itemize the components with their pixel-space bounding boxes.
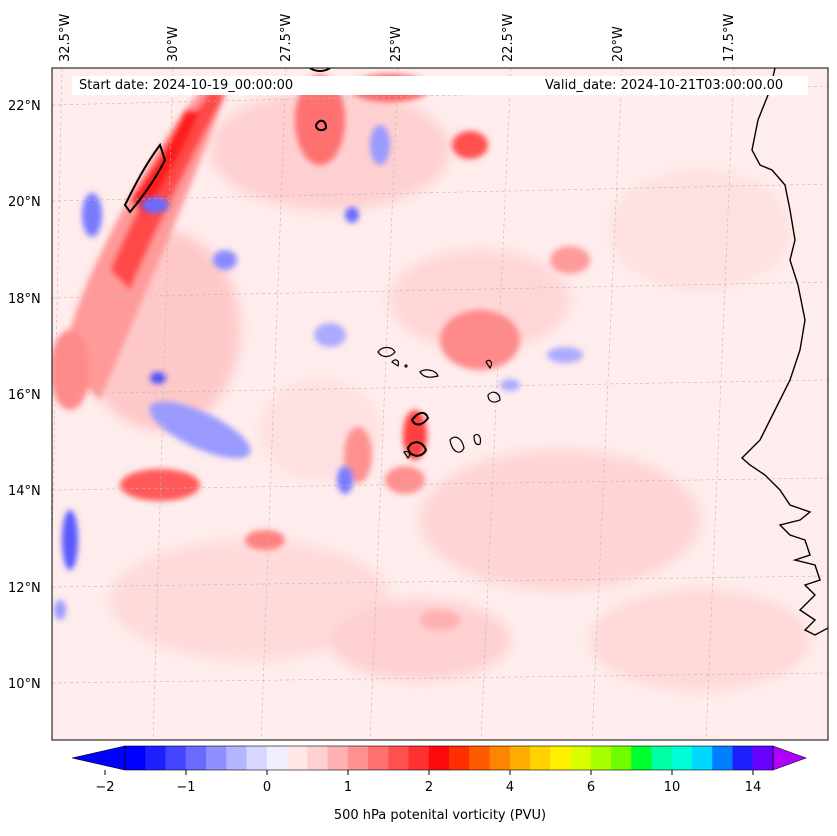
start-date-label: Start date: 2024-10-19_00:00:00: [79, 78, 294, 93]
colorbar-segment: [590, 746, 612, 770]
colorbar-segment: [347, 746, 369, 770]
lon-label: 22.5°W: [501, 14, 516, 62]
map-frame: [51, 67, 829, 741]
lat-label: 14°N: [8, 484, 41, 499]
lat-label: 12°N: [8, 581, 41, 596]
colorbar-extend-min: [71, 745, 126, 771]
colorbar-segment: [732, 746, 754, 770]
lon-label: 32.5°W: [58, 14, 73, 62]
colorbar-segment: [692, 746, 713, 770]
colorbar-frame: [124, 745, 774, 771]
colorbar: −2 −1 0 1 2 4 6 10 14: [71, 745, 807, 795]
cb-tick-label: 4: [506, 780, 514, 795]
colorbar-segment: [449, 746, 470, 770]
colorbar-segment: [206, 746, 227, 770]
colorbar-segment: [266, 746, 288, 770]
lon-label: 20°W: [611, 26, 626, 62]
colorbar-extend-max: [772, 745, 807, 771]
cb-tick-label: 2: [425, 780, 433, 795]
colorbar-segment: [408, 746, 430, 770]
colorbar-title: 500 hPa potenital vorticity (PVU): [333, 808, 547, 823]
colorbar-tick-labels: −2 −1 0 1 2 4 6 10 14: [95, 780, 761, 795]
africa-coastline: [740, 68, 828, 636]
colorbar-segment: [307, 746, 328, 770]
colorbar-ticks: [104, 770, 754, 775]
gridlines: [52, 68, 828, 740]
colorbar-segment: [226, 746, 247, 770]
valid-date-label: Valid_date: 2024-10-21T03:00:00.00: [545, 78, 784, 93]
lat-label: 18°N: [8, 292, 41, 307]
lon-label: 30°W: [166, 26, 181, 62]
colorbar-segment: [469, 746, 490, 770]
colorbar-segment: [327, 746, 349, 770]
lat-label: 10°N: [8, 677, 41, 692]
pv-negative-anomalies: [54, 125, 583, 620]
lat-label: 22°N: [8, 99, 41, 114]
lon-label: 25°W: [389, 26, 404, 62]
colorbar-segments: [125, 746, 774, 770]
lon-label: 17.5°W: [722, 14, 737, 62]
latitude-labels: 22°N 20°N 18°N 16°N 14°N 12°N 10°N: [8, 99, 41, 692]
cb-tick-label: −1: [176, 780, 195, 795]
colorbar-segment: [368, 746, 389, 770]
colorbar-segment: [145, 746, 166, 770]
lon-label: 27.5°W: [279, 14, 294, 62]
pv-light-patches: [80, 90, 810, 690]
colorbar-segment: [509, 746, 531, 770]
pv-positive-anomalies: [52, 74, 590, 630]
lat-label: 16°N: [8, 388, 41, 403]
cb-tick-label: 14: [745, 780, 762, 795]
cb-tick-label: 6: [587, 780, 595, 795]
colorbar-segment: [611, 746, 632, 770]
cb-tick-label: 10: [664, 780, 681, 795]
colorbar-segment: [428, 746, 450, 770]
colorbar-segment: [165, 746, 187, 770]
colorbar-segment: [185, 746, 207, 770]
colorbar-segment: [388, 746, 409, 770]
cb-tick-label: 1: [344, 780, 352, 795]
longitude-labels: 32.5°W 30°W 27.5°W 25°W 22.5°W 20°W 17.5…: [58, 14, 737, 62]
cb-tick-label: −2: [95, 780, 114, 795]
colorbar-segment: [671, 746, 693, 770]
colorbar-segment: [752, 746, 774, 770]
colorbar-segment: [287, 746, 308, 770]
colorbar-segment: [125, 746, 146, 770]
date-banner: [72, 76, 808, 95]
colorbar-segment: [570, 746, 592, 770]
colorbar-segment: [489, 746, 511, 770]
colorbar-segment: [651, 746, 673, 770]
colorbar-segment: [246, 746, 268, 770]
colorbar-segment: [631, 746, 652, 770]
cb-tick-label: 0: [263, 780, 271, 795]
pv-2pvu-contours: [123, 68, 430, 457]
pv-field: [52, 68, 828, 740]
lat-label: 20°N: [8, 195, 41, 210]
colorbar-segment: [550, 746, 571, 770]
colorbar-segment: [712, 746, 733, 770]
colorbar-segment: [530, 746, 551, 770]
cape-verde-islands: [377, 346, 501, 459]
